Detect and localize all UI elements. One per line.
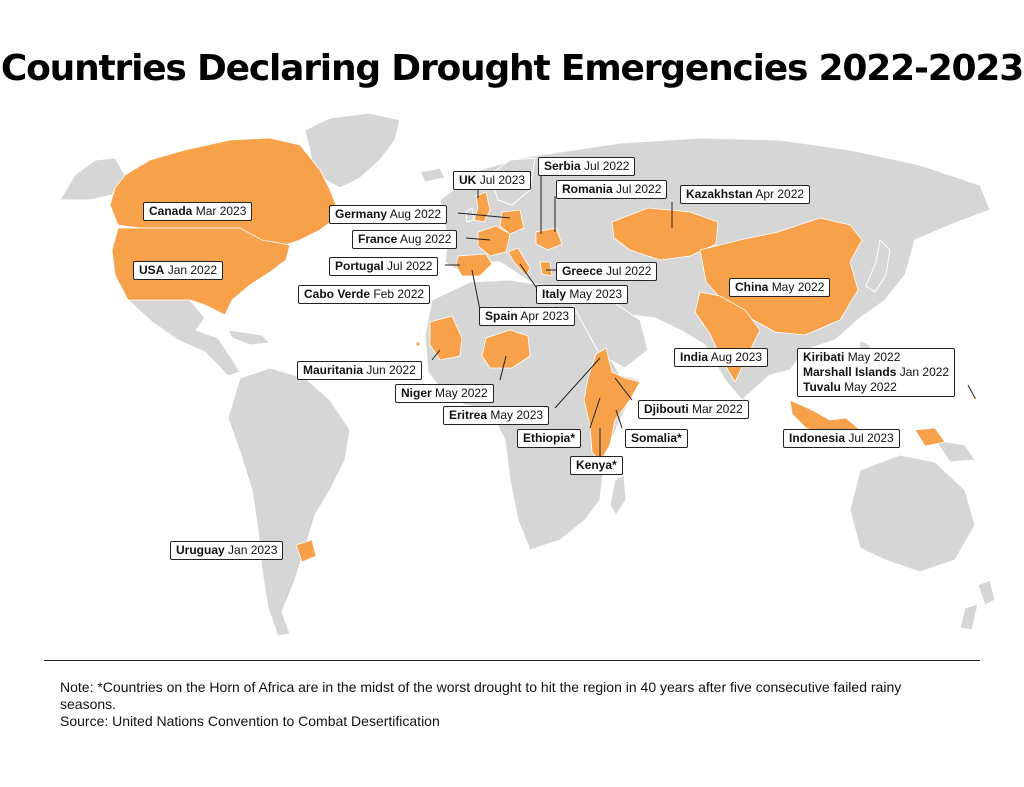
- leader-somalia: [615, 409, 623, 429]
- horn-of-africa-shape: [583, 347, 641, 463]
- leader-mauritania: [431, 349, 441, 361]
- cabo-verde-shape: [415, 341, 421, 347]
- label-djibouti: Djibouti Mar 2022: [638, 400, 749, 419]
- france-shape: [477, 225, 511, 257]
- south-america-shape: [227, 367, 351, 637]
- label-kazakhstan: Kazakhstan Apr 2022: [680, 185, 811, 204]
- label-uruguay: Uruguay Jan 2023: [170, 541, 284, 560]
- madagascar-shape: [609, 474, 627, 516]
- label-pacific-islands: Kiribati May 2022 Marshall Islands Jan 2…: [797, 348, 956, 397]
- source-line: Source: United Nations Convention to Com…: [60, 713, 440, 729]
- label-somalia: Somalia*: [625, 429, 688, 448]
- label-marshall-islands: Marshall Islands Jan 2022: [803, 365, 950, 379]
- label-eritrea: Eritrea May 2023: [443, 406, 550, 425]
- label-niger: Niger May 2022: [395, 384, 494, 403]
- label-kiribati: Kiribati May 2022: [803, 350, 901, 364]
- label-portugal: Portugal Jul 2022: [329, 257, 439, 276]
- label-uk: UK Jul 2023: [453, 171, 532, 190]
- leader-djibouti: [614, 377, 633, 401]
- leader-italy: [519, 263, 539, 291]
- germany-shape: [499, 209, 525, 235]
- label-kenya: Kenya*: [570, 456, 623, 475]
- label-usa: USA Jan 2022: [133, 261, 224, 280]
- leader-spain: [471, 269, 481, 311]
- label-spain: Spain Apr 2023: [479, 307, 576, 326]
- new-zealand-shape: [959, 579, 996, 631]
- label-china: China May 2022: [729, 278, 831, 297]
- footer-divider: [44, 660, 980, 661]
- label-ethiopia: Ethiopia*: [517, 429, 582, 448]
- label-indonesia: Indonesia Jul 2023: [783, 429, 900, 448]
- iceland-shape: [419, 167, 446, 183]
- label-india: India Aug 2023: [674, 348, 769, 367]
- greece-shape: [539, 261, 553, 277]
- balkans-shape: [535, 227, 563, 251]
- label-italy: Italy May 2023: [536, 285, 629, 304]
- label-serbia: Serbia Jul 2022: [538, 157, 636, 176]
- leader-niger: [499, 355, 507, 381]
- leader-germany: [457, 212, 511, 219]
- italy-shape: [507, 247, 531, 277]
- leader-france: [465, 237, 491, 241]
- papua-shape: [933, 439, 976, 463]
- map-title: Countries Declaring Drought Emergencies …: [0, 48, 1024, 89]
- label-canada: Canada Mar 2023: [143, 202, 253, 221]
- niger-shape: [481, 329, 531, 369]
- label-germany: Germany Aug 2022: [329, 205, 448, 224]
- iberia-shape: [455, 253, 493, 277]
- label-mauritania: Mauritania Jun 2022: [297, 361, 422, 380]
- label-cabo-verde: Cabo Verde Feb 2022: [298, 285, 431, 304]
- uruguay-shape: [295, 539, 317, 563]
- footnote: Note: *Countries on the Horn of Africa a…: [60, 679, 902, 712]
- label-france: France Aug 2022: [352, 230, 458, 249]
- label-romania: Romania Jul 2022: [556, 180, 668, 199]
- australia-shape: [849, 454, 976, 573]
- label-greece: Greece Jul 2022: [556, 262, 658, 281]
- mauritania-shape: [429, 315, 463, 361]
- leader-eritrea: [554, 357, 601, 409]
- japan-shape: [865, 238, 891, 293]
- leader-pacific: [967, 384, 976, 399]
- new-guinea-shape: [914, 427, 946, 447]
- leader-ethiopia: [589, 397, 601, 429]
- caribbean-shape: [227, 329, 272, 346]
- label-tuvalu: Tuvalu May 2022: [803, 380, 897, 394]
- alaska-shape: [59, 157, 126, 201]
- footer-notes: Note: *Countries on the Horn of Africa a…: [60, 679, 940, 730]
